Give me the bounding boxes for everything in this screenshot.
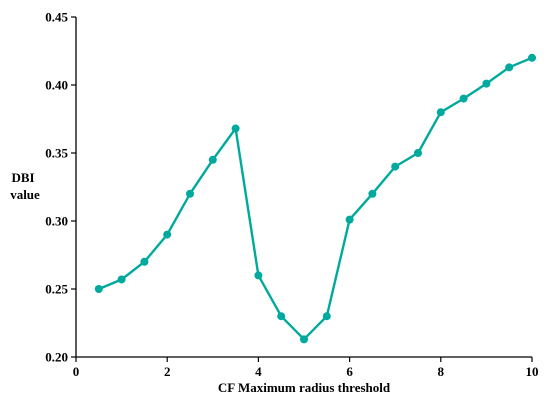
y-axis-title-line-2: value [10,187,40,202]
data-point [231,124,240,133]
data-point [254,271,263,280]
x-tick-label: 0 [73,364,80,379]
data-point [140,257,149,266]
data-point [482,79,491,88]
x-tick-label: 10 [526,364,539,379]
data-point [459,94,468,103]
y-tick-label: 0.40 [45,78,68,93]
y-tick-label: 0.25 [45,282,68,297]
y-tick-label: 0.20 [45,350,68,365]
data-point [345,215,354,224]
data-point [528,53,536,62]
y-tick-label: 0.45 [45,10,68,25]
data-point [163,230,172,239]
ticks: 0.20 0.25 0.30 0.35 0.40 0.45 0 2 4 6 8 10 [45,10,538,380]
x-tick-label: 8 [438,364,445,379]
data-point [208,155,217,164]
data-point [391,162,400,171]
x-tick-label: 4 [255,364,262,379]
data-point [300,335,308,344]
data-point [186,189,194,198]
data-point [436,108,445,117]
data-point [505,63,514,72]
x-axis-title: CF Maximum radius threshold [218,380,391,395]
data-point [277,312,286,321]
x-tick-label: 2 [164,364,171,379]
axes [75,17,532,358]
data-point [94,285,103,293]
y-axis-title-line-1: DBI [11,170,34,185]
data-point [322,312,331,321]
series-line [98,56,533,341]
data-point [414,149,422,157]
series-group [94,53,536,344]
data-point [368,189,377,198]
x-tick-label: 6 [346,364,353,379]
y-tick-label: 0.35 [45,146,68,161]
y-tick-label: 0.30 [45,214,68,229]
data-point [117,275,126,284]
